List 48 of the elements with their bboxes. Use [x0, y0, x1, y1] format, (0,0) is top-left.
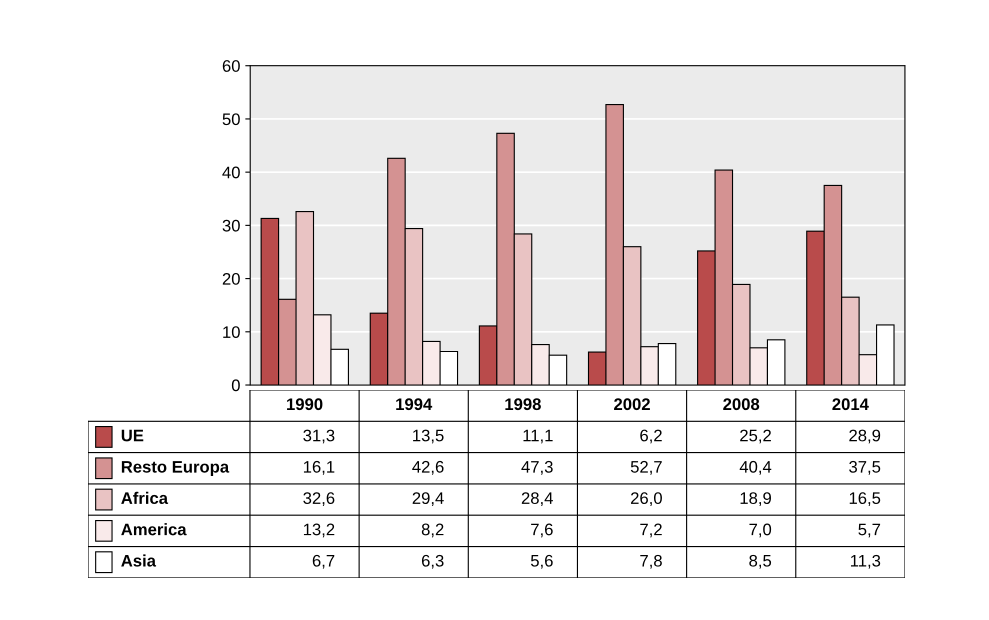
- data-label: 37,5: [849, 460, 880, 475]
- data-label: 7,6: [531, 524, 553, 538]
- legend-label: Asia: [121, 554, 156, 567]
- x-tick-label: 2008: [723, 398, 760, 410]
- data-label: 28,9: [849, 430, 880, 444]
- x-tick-label: 1994: [396, 398, 432, 410]
- data-label: 25,2: [740, 430, 771, 444]
- y-tick-label: 50: [222, 113, 240, 126]
- data-label: 11,1: [524, 430, 553, 444]
- legend-label: America: [121, 523, 187, 536]
- x-tick-label: 2002: [614, 398, 650, 410]
- data-label: 7,0: [749, 524, 772, 538]
- y-tick-label: 20: [222, 272, 240, 285]
- data-label: 5,7: [858, 524, 880, 538]
- data-label: 32,6: [303, 492, 334, 506]
- data-label: 5,6: [530, 554, 553, 569]
- data-label: 31,3: [303, 430, 334, 444]
- x-tick-label: 1998: [505, 398, 541, 410]
- legend-label: Resto Europa: [122, 461, 230, 476]
- data-label: 13,2: [304, 524, 334, 538]
- y-tick-label: 40: [222, 166, 240, 178]
- data-label: 7,8: [640, 554, 662, 569]
- y-tick-label: 60: [222, 60, 240, 72]
- data-label: 52,7: [630, 460, 662, 475]
- data-label: 40,4: [740, 460, 772, 475]
- data-label: 29,4: [412, 492, 444, 506]
- data-label: 42,6: [412, 460, 444, 475]
- legend-label: UE: [122, 430, 144, 442]
- data-label: 26,0: [631, 492, 662, 506]
- y-tick-label: 0: [232, 379, 240, 392]
- data-label: 6,7: [312, 554, 334, 569]
- x-tick-label: 1990: [287, 398, 322, 410]
- data-label: 13,5: [413, 430, 444, 444]
- data-label: 28,4: [522, 492, 553, 506]
- data-label: 6,3: [422, 554, 444, 569]
- y-tick-label: 10: [223, 326, 240, 338]
- legend-label: Africa: [121, 492, 168, 504]
- data-label: 16,5: [850, 492, 880, 506]
- data-label: 8,2: [422, 524, 444, 538]
- data-label: 47,3: [521, 460, 553, 475]
- data-label: 11,3: [850, 554, 880, 569]
- data-label: 6,2: [640, 430, 662, 444]
- y-tick-label: 30: [222, 220, 240, 232]
- data-label: 8,5: [749, 554, 772, 569]
- data-label: 16,1: [304, 460, 334, 475]
- x-tick-label: 2014: [832, 398, 869, 410]
- data-label: 18,9: [740, 492, 771, 506]
- data-label: 7,2: [640, 524, 662, 538]
